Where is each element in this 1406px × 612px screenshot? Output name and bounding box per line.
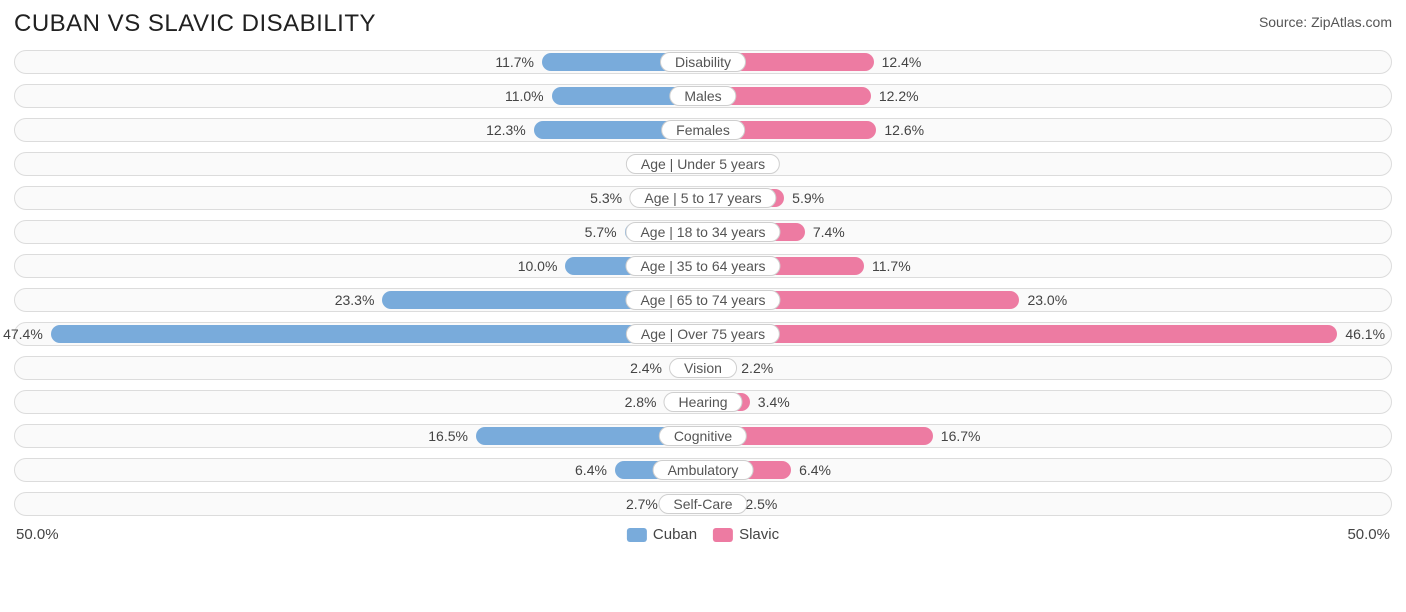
value-label-slavic: 3.4% xyxy=(758,394,790,410)
chart-row: 5.3% 5.9% Age | 5 to 17 years xyxy=(14,186,1392,210)
category-label: Cognitive xyxy=(659,426,747,446)
value-label-slavic: 16.7% xyxy=(941,428,981,444)
axis-max-right: 50.0% xyxy=(1347,526,1390,543)
category-label: Disability xyxy=(660,52,746,72)
value-label-cuban: 12.3% xyxy=(486,122,526,138)
category-label: Ambulatory xyxy=(653,460,754,480)
chart-row: 6.4% 6.4% Ambulatory xyxy=(14,458,1392,482)
value-label-slavic: 6.4% xyxy=(799,462,831,478)
value-label-cuban: 5.7% xyxy=(585,224,617,240)
category-label: Males xyxy=(669,86,736,106)
value-label-cuban: 11.7% xyxy=(495,54,534,70)
chart-row: 16.5% 16.7% Cognitive xyxy=(14,424,1392,448)
diverging-bar-chart: 11.7% 12.4% Disability 11.0% 12.2% Males 12.3%… xyxy=(14,50,1392,516)
value-label-slavic: 12.2% xyxy=(879,88,919,104)
category-label: Vision xyxy=(669,358,737,378)
chart-row: 2.4% 2.2%Vision xyxy=(14,356,1392,380)
chart-row: 2.8% 3.4% Hearing xyxy=(14,390,1392,414)
value-label-slavic: 12.6% xyxy=(884,122,924,138)
chart-header: CUBAN VS SLAVIC DISABILITY Source: ZipAt… xyxy=(14,10,1392,38)
value-label-cuban: 11.0% xyxy=(505,88,544,104)
legend-item-slavic: Slavic xyxy=(713,526,779,543)
chart-row: 12.3% 12.6% Females xyxy=(14,118,1392,142)
value-label-cuban: 16.5% xyxy=(428,428,468,444)
category-label: Age | 35 to 64 years xyxy=(625,256,780,276)
category-label: Age | 5 to 17 years xyxy=(629,188,776,208)
category-label: Females xyxy=(661,120,745,140)
value-label-slavic: 46.1% xyxy=(1345,326,1385,342)
chart-row: 5.7% 7.4% Age | 18 to 34 years xyxy=(14,220,1392,244)
chart-row: 2.7% 2.5%Self-Care xyxy=(14,492,1392,516)
category-label: Age | Over 75 years xyxy=(626,324,780,344)
value-label-cuban: 2.4% xyxy=(630,360,662,376)
value-label-slavic: 7.4% xyxy=(813,224,845,240)
chart-row: 47.4%46.1%Age | Over 75 years xyxy=(14,322,1392,346)
value-label-slavic: 12.4% xyxy=(882,54,922,70)
value-label-slavic: 5.9% xyxy=(792,190,824,206)
value-label-slavic: 23.0% xyxy=(1027,292,1067,308)
value-label-cuban: 5.3% xyxy=(590,190,622,206)
chart-footer: 50.0% Cuban Slavic 50.0% xyxy=(14,526,1392,548)
value-label-slavic: 2.2% xyxy=(741,360,773,376)
category-label: Self-Care xyxy=(658,494,747,514)
category-label: Hearing xyxy=(663,392,742,412)
value-label-cuban: 6.4% xyxy=(575,462,607,478)
chart-row: 23.3% 23.0% Age | 65 to 74 years xyxy=(14,288,1392,312)
chart-title: CUBAN VS SLAVIC DISABILITY xyxy=(14,10,376,38)
bar-cuban xyxy=(51,325,703,343)
value-label-slavic: 11.7% xyxy=(872,258,911,274)
legend-item-cuban: Cuban xyxy=(627,526,697,543)
chart-row: 1.2%1.4%Age | Under 5 years xyxy=(14,152,1392,176)
category-label: Age | 65 to 74 years xyxy=(625,290,780,310)
bar-slavic xyxy=(703,325,1337,343)
chart-source: Source: ZipAtlas.com xyxy=(1259,10,1392,30)
chart-legend: Cuban Slavic xyxy=(627,526,779,543)
value-label-cuban: 47.4% xyxy=(3,326,43,342)
value-label-cuban: 23.3% xyxy=(335,292,375,308)
legend-swatch-cuban xyxy=(627,528,647,542)
chart-row: 11.7% 12.4% Disability xyxy=(14,50,1392,74)
legend-label: Cuban xyxy=(653,526,697,543)
legend-swatch-slavic xyxy=(713,528,733,542)
axis-max-left: 50.0% xyxy=(16,526,59,543)
value-label-cuban: 10.0% xyxy=(518,258,558,274)
category-label: Age | 18 to 34 years xyxy=(625,222,780,242)
chart-row: 10.0% 11.7% Age | 35 to 64 years xyxy=(14,254,1392,278)
value-label-cuban: 2.8% xyxy=(625,394,657,410)
chart-row: 11.0% 12.2% Males xyxy=(14,84,1392,108)
value-label-cuban: 2.7% xyxy=(626,496,658,512)
category-label: Age | Under 5 years xyxy=(626,154,780,174)
legend-label: Slavic xyxy=(739,526,779,543)
value-label-slavic: 2.5% xyxy=(745,496,777,512)
